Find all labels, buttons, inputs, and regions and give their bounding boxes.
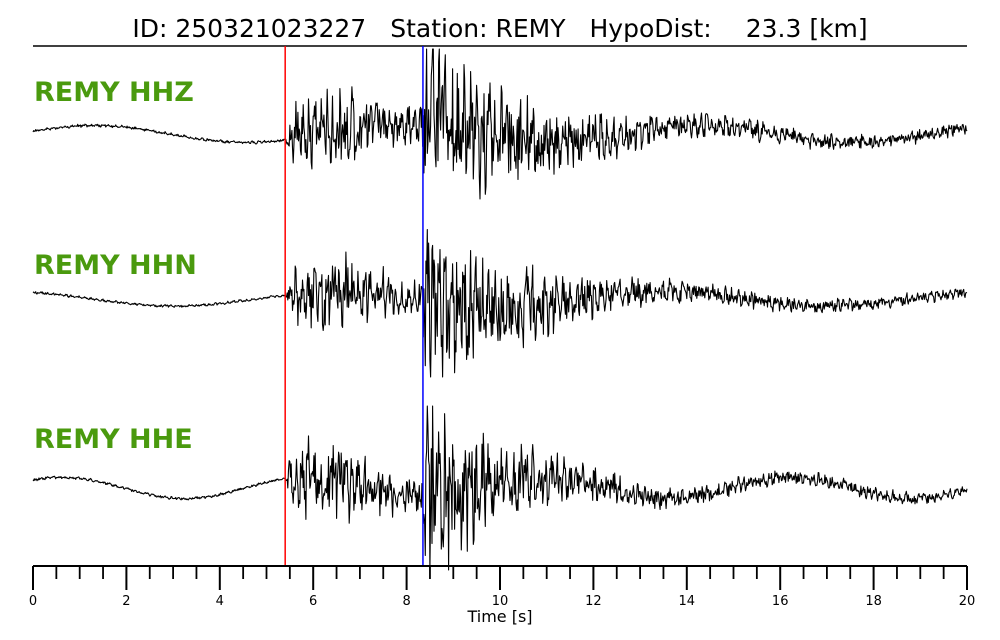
- x-tick-label: 18: [865, 594, 882, 609]
- traces-group: [32, 48, 968, 571]
- trace-label-hhe: REMY HHE: [34, 424, 193, 455]
- x-tick-label: 4: [216, 594, 224, 609]
- x-tick-label: 10: [492, 594, 509, 609]
- x-tick-label: 8: [402, 594, 410, 609]
- x-tick-label: 20: [959, 594, 976, 609]
- chart-title: ID: 250321023227 Station: REMY HypoDist: 23…: [132, 14, 867, 43]
- trace-remy-hhn: [32, 228, 968, 378]
- x-tick-label: 14: [679, 594, 696, 609]
- trace-label-hhz: REMY HHZ: [34, 77, 194, 108]
- x-axis-label: Time [s]: [466, 607, 532, 626]
- x-tick-label: 6: [309, 594, 317, 609]
- trace-label-hhn: REMY HHN: [34, 250, 197, 281]
- x-tick-label: 2: [122, 594, 130, 609]
- hypodist-label: HypoDist:: [589, 14, 711, 43]
- trace-remy-hhe: [32, 405, 968, 571]
- x-tick-label: 16: [772, 594, 789, 609]
- trace-remy-hhz: [32, 48, 968, 200]
- station-name: Station: REMY: [390, 14, 566, 43]
- event-id: ID: 250321023227: [132, 14, 366, 43]
- x-tick-label: 12: [585, 594, 602, 609]
- x-tick-label: 0: [29, 594, 37, 609]
- time-axis: 0 2 4 6 8 10 12 14 16 18 20: [29, 565, 976, 609]
- hypodist-value: 23.3 [km]: [746, 14, 868, 43]
